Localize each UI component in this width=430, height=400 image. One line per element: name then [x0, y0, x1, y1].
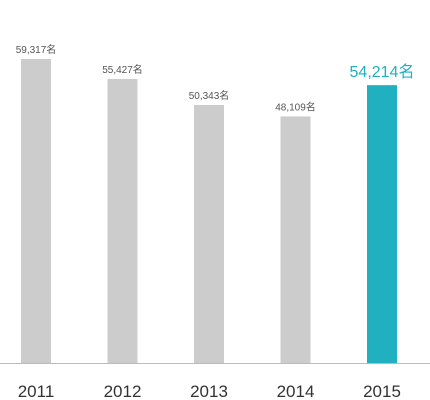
x-tick-label-2013: 2013 — [190, 382, 228, 400]
bar-2012 — [107, 78, 138, 363]
data-labels-group: 59,317名 55,427名 50,343名 48,109名 54,214名 — [16, 43, 415, 113]
bar-2014 — [280, 116, 311, 363]
bar-2013 — [194, 104, 224, 363]
x-tick-label-2015: 2015 — [363, 382, 401, 400]
x-tick-label-2014: 2014 — [277, 382, 315, 400]
x-tick-label-2011: 2011 — [18, 382, 55, 400]
x-tick-label-2012: 2012 — [104, 382, 142, 400]
data-label-2013: 50,343名 — [189, 89, 230, 102]
data-label-2014: 48,109名 — [275, 100, 316, 113]
bar-2011 — [21, 59, 51, 363]
data-label-2011: 59,317名 — [16, 43, 57, 56]
data-label-2012: 55,427名 — [102, 63, 143, 76]
bars-group — [21, 59, 397, 364]
x-tick-labels-group: 2011 2012 2013 2014 2015 — [18, 382, 401, 400]
data-label-2015: 54,214名 — [350, 63, 415, 81]
bar-2015 — [367, 85, 397, 364]
